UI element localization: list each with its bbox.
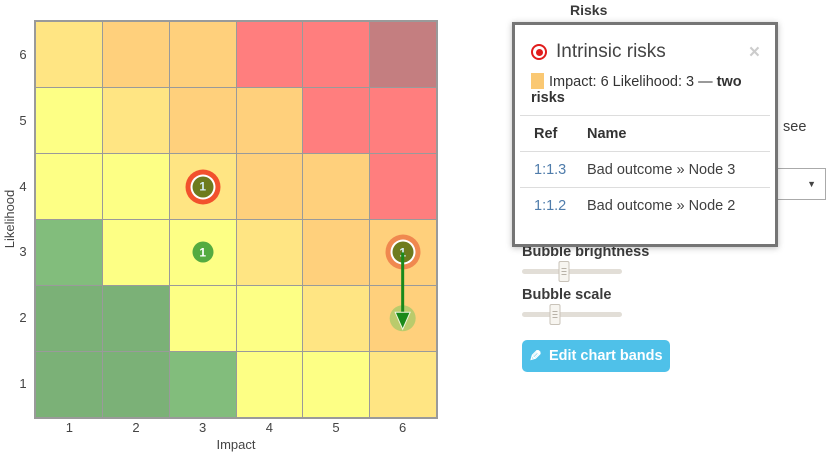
matrix-cell-impact-6-likelihood-6[interactable] [370, 22, 436, 87]
matrix-cell-impact-2-likelihood-1[interactable] [102, 352, 169, 417]
matrix-cell-impact-1-likelihood-5[interactable] [36, 88, 102, 153]
risk-matrix-grid [34, 20, 438, 419]
matrix-cell-impact-4-likelihood-5[interactable] [236, 88, 303, 153]
matrix-cell-impact-4-likelihood-2[interactable] [236, 286, 303, 351]
y-tick-label: 1 [19, 376, 27, 392]
risk-count: two risks [531, 74, 742, 106]
matrix-cell-impact-1-likelihood-3[interactable] [36, 220, 102, 285]
popup-title: Intrinsic risks [556, 41, 666, 62]
cell-summary: Impact: 6 Likelihood: 3 — two risks [531, 73, 760, 106]
edit-chart-bands-label: Edit chart bands [548, 348, 663, 364]
matrix-cell-impact-6-likelihood-2[interactable] [370, 286, 436, 351]
caret-down-icon: ▼ [807, 179, 816, 189]
x-tick-label: 5 [332, 420, 340, 435]
close-icon[interactable]: × [748, 41, 760, 63]
y-tick-label: 4 [19, 178, 27, 194]
matrix-cell-impact-6-likelihood-5[interactable] [370, 88, 436, 153]
matrix-cell-impact-2-likelihood-4[interactable] [102, 154, 169, 219]
matrix-cell-impact-2-likelihood-3[interactable] [102, 220, 169, 285]
matrix-cell-impact-1-likelihood-1[interactable] [36, 352, 102, 417]
x-tick-label: 4 [265, 420, 273, 435]
bubble-brightness-label: Bubble brightness [522, 244, 650, 260]
matrix-cell-impact-2-likelihood-5[interactable] [102, 88, 169, 153]
matrix-cell-impact-4-likelihood-4[interactable] [236, 154, 303, 219]
matrix-cell-impact-2-likelihood-6[interactable] [102, 22, 169, 87]
matrix-cell-impact-5-likelihood-2[interactable] [303, 286, 370, 351]
x-tick-label: 6 [399, 420, 407, 435]
col-header-ref: Ref [534, 126, 558, 142]
cell-coordinates: Impact: 6 Likelihood: 3 — [549, 74, 713, 90]
matrix-cell-impact-3-likelihood-1[interactable] [169, 352, 236, 417]
matrix-cell-impact-5-likelihood-5[interactable] [303, 88, 370, 153]
risk-name: Bad outcome » Node 3 [587, 162, 736, 178]
matrix-cell-impact-4-likelihood-3[interactable] [236, 220, 303, 285]
bubble-scale-slider[interactable] [522, 304, 622, 325]
risk-bubble-impact-6-likelihood-3[interactable]: 1 [392, 241, 414, 263]
bubble-scale-label: Bubble scale [522, 287, 612, 303]
risk-ref-link[interactable]: 1:1.2 [534, 198, 567, 214]
divider [520, 151, 770, 152]
matrix-cell-impact-1-likelihood-6[interactable] [36, 22, 102, 87]
matrix-cell-impact-2-likelihood-2[interactable] [102, 286, 169, 351]
matrix-cell-impact-3-likelihood-2[interactable] [169, 286, 236, 351]
matrix-cell-impact-5-likelihood-1[interactable] [303, 352, 370, 417]
risk-bubble-impact-3-likelihood-3[interactable]: 1 [192, 241, 214, 263]
matrix-cell-impact-4-likelihood-1[interactable] [236, 352, 303, 417]
risk-bubble-impact-3-likelihood-4[interactable]: 1 [192, 176, 214, 198]
matrix-cell-impact-3-likelihood-6[interactable] [169, 22, 236, 87]
matrix-cell-impact-5-likelihood-4[interactable] [303, 154, 370, 219]
edit-chart-bands-button[interactable]: ✎ Edit chart bands [522, 340, 670, 372]
bubble-brightness-slider[interactable] [522, 261, 622, 282]
y-axis-label: Likelihood [2, 189, 17, 249]
matrix-cell-impact-4-likelihood-6[interactable] [236, 22, 303, 87]
risk-name: Bad outcome » Node 2 [587, 198, 736, 214]
partially-hidden-text: see [783, 119, 807, 135]
intrinsic-risk-icon [531, 44, 547, 60]
x-tick-label: 1 [65, 420, 73, 435]
bubble-overlay: 1 1 1 [36, 22, 436, 417]
risk-table-header: Ref Name [531, 116, 760, 142]
matrix-cell-impact-5-likelihood-6[interactable] [303, 22, 370, 87]
cell-swatch [531, 73, 544, 89]
risk-ref-link[interactable]: 1:1.3 [534, 162, 567, 178]
x-tick-label: 2 [132, 420, 140, 435]
matrix-cell-impact-1-likelihood-4[interactable] [36, 154, 102, 219]
popup-header: Intrinsic risks × [531, 41, 760, 63]
y-tick-label: 5 [19, 112, 27, 128]
divider [520, 187, 770, 188]
matrix-cell-impact-1-likelihood-2[interactable] [36, 286, 102, 351]
risk-details-popup: Intrinsic risks × Impact: 6 Likelihood: … [512, 22, 778, 247]
y-tick-label: 6 [19, 46, 27, 62]
y-tick-label: 2 [19, 310, 27, 326]
pencil-icon: ✎ [529, 348, 542, 365]
x-axis-label: Impact [216, 437, 256, 452]
col-header-name: Name [587, 126, 627, 142]
x-tick-label: 3 [199, 420, 207, 435]
matrix-cell-impact-6-likelihood-4[interactable] [370, 154, 436, 219]
y-tick-label: 3 [19, 244, 27, 260]
risk-table-row: 1:1.2 Bad outcome » Node 2 [531, 188, 760, 214]
matrix-cell-impact-3-likelihood-5[interactable] [169, 88, 236, 153]
divider [520, 115, 770, 116]
risk-table-row: 1:1.3 Bad outcome » Node 3 [531, 152, 760, 178]
risks-heading: Risks [570, 2, 608, 18]
matrix-cell-impact-5-likelihood-3[interactable] [303, 220, 370, 285]
bubble-brightness-handle[interactable] [558, 261, 570, 282]
matrix-cell-impact-6-likelihood-1[interactable] [370, 352, 436, 417]
bubble-scale-handle[interactable] [549, 304, 561, 325]
